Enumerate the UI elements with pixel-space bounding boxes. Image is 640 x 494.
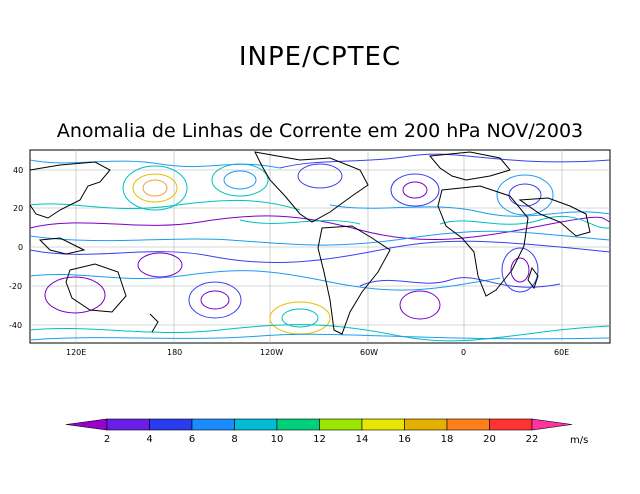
coastline-newzealand <box>149 313 159 333</box>
streamline <box>30 215 610 241</box>
streamline-loop <box>402 181 428 199</box>
coastline-europe <box>429 151 511 181</box>
x-axis: 120E 180 120W 60W 0 60E <box>66 348 569 357</box>
streamline-loop <box>510 257 530 283</box>
coastline-africa <box>437 185 529 297</box>
colorbar-tick-label: 6 <box>189 434 195 445</box>
streamline-loop <box>122 165 188 211</box>
streamline-loop <box>508 183 542 207</box>
streamline <box>279 153 610 169</box>
x-tick-label: 60E <box>554 348 569 357</box>
streamline <box>30 230 610 246</box>
x-tick-label: 60W <box>360 348 378 357</box>
streamline-loop <box>223 170 257 190</box>
colorbar-tick-label: 4 <box>146 434 152 445</box>
colorbar-swatch <box>276 418 320 431</box>
streamline-loop <box>297 163 343 189</box>
chart-subtitle: Anomalia de Linhas de Corrente em 200 hP… <box>56 120 584 142</box>
colorbar-labels: 2 4 6 8 10 12 14 16 18 20 22 <box>104 434 539 445</box>
colorbar-swatch <box>319 418 363 431</box>
streamline-loop <box>142 179 168 197</box>
streamline <box>30 159 281 169</box>
streamline <box>30 240 610 264</box>
y-axis: 40 20 0 -20 -40 <box>9 166 23 330</box>
streamline-loop <box>200 290 230 310</box>
x-tick-label: 0 <box>461 348 466 357</box>
colorbar-swatch <box>191 418 235 431</box>
colorbar-tick-label: 20 <box>483 434 496 445</box>
colorbar-swatch <box>106 418 150 431</box>
streamline-loop <box>137 252 183 278</box>
colorbar-swatch <box>361 418 405 431</box>
streamline <box>359 277 561 288</box>
coastline-south-america <box>317 225 391 335</box>
colorbar-tick-label: 16 <box>398 434 411 445</box>
streamline <box>439 215 610 229</box>
y-tick-label: -40 <box>9 321 22 330</box>
coastline-madagascar <box>527 266 539 290</box>
coastlines <box>30 151 591 335</box>
x-tick-label: 120E <box>66 348 86 357</box>
colorbar-tick-label: 18 <box>441 434 454 445</box>
coastline-arabia-india <box>518 197 591 237</box>
streamline <box>30 270 501 291</box>
streamline <box>30 333 610 341</box>
streamline-loop <box>501 247 539 293</box>
colorbar-swatch <box>446 418 490 431</box>
streamline-loop <box>44 276 106 314</box>
plot-area <box>29 149 611 344</box>
colorbar-swatch <box>149 418 193 431</box>
coastline-indonesia <box>38 237 86 255</box>
colorbar-end-high <box>531 418 573 431</box>
y-tick-label: 40 <box>13 166 23 175</box>
chart-title: INPE/CPTEC <box>238 42 402 72</box>
y-tick-label: 20 <box>13 204 23 213</box>
y-tick-label: 0 <box>18 243 23 252</box>
streamline-loop <box>281 308 319 328</box>
colorbar-tick-label: 14 <box>356 434 369 445</box>
colorbar-swatch <box>404 418 448 431</box>
colorbar-unit: m/s <box>570 435 588 446</box>
colorbar-tick-label: 10 <box>271 434 284 445</box>
x-tick-label: 120W <box>260 348 283 357</box>
coastline-north-america <box>254 151 369 223</box>
streamline-loop <box>188 281 242 319</box>
colorbar-swatch <box>234 418 278 431</box>
streamline-loop <box>390 173 440 207</box>
streamline <box>329 204 610 217</box>
coastline-asia <box>30 161 111 219</box>
x-tick-label: 180 <box>167 348 182 357</box>
colorbar-end-low <box>65 418 108 431</box>
colorbar-tick-label: 22 <box>526 434 539 445</box>
streamline <box>30 324 610 342</box>
colorbar <box>65 418 573 431</box>
streamline-loop <box>132 173 178 203</box>
streamline <box>239 219 361 225</box>
streamline <box>30 199 301 211</box>
coastline-australia <box>65 263 127 313</box>
colorbar-swatch <box>489 418 533 431</box>
streamline-loop <box>399 290 441 320</box>
y-tick-label: -20 <box>9 282 22 291</box>
streamlines <box>30 153 610 342</box>
colorbar-tick-label: 2 <box>104 434 110 445</box>
colorbar-tick-label: 12 <box>313 434 326 445</box>
colorbar-tick-label: 8 <box>231 434 237 445</box>
